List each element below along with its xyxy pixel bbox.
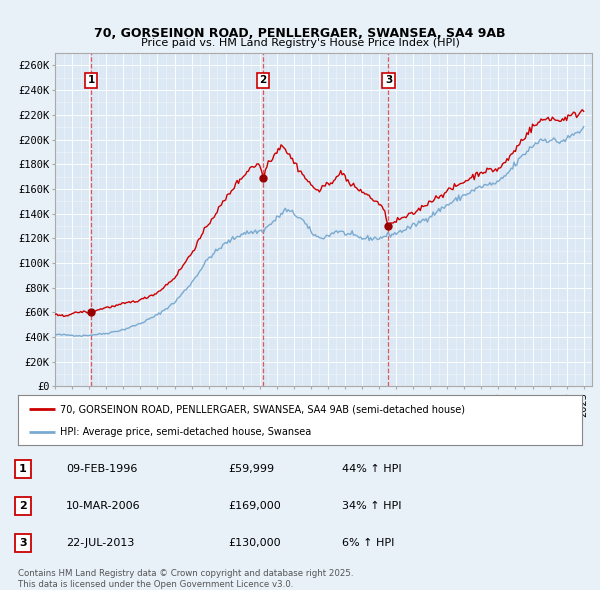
Text: 2: 2: [19, 501, 26, 511]
Text: Contains HM Land Registry data © Crown copyright and database right 2025.
This d: Contains HM Land Registry data © Crown c…: [18, 569, 353, 589]
Text: HPI: Average price, semi-detached house, Swansea: HPI: Average price, semi-detached house,…: [60, 427, 311, 437]
Text: 22-JUL-2013: 22-JUL-2013: [66, 537, 134, 548]
Text: 1: 1: [88, 76, 95, 86]
Text: Price paid vs. HM Land Registry's House Price Index (HPI): Price paid vs. HM Land Registry's House …: [140, 38, 460, 48]
Text: £130,000: £130,000: [228, 537, 281, 548]
Text: 44% ↑ HPI: 44% ↑ HPI: [342, 464, 401, 474]
Text: 3: 3: [385, 76, 392, 86]
Text: 1: 1: [19, 464, 26, 474]
Text: 09-FEB-1996: 09-FEB-1996: [66, 464, 137, 474]
Text: 70, GORSEINON ROAD, PENLLERGAER, SWANSEA, SA4 9AB: 70, GORSEINON ROAD, PENLLERGAER, SWANSEA…: [94, 27, 506, 40]
Text: £59,999: £59,999: [228, 464, 274, 474]
Text: 6% ↑ HPI: 6% ↑ HPI: [342, 537, 394, 548]
Text: 3: 3: [19, 537, 26, 548]
Text: 34% ↑ HPI: 34% ↑ HPI: [342, 501, 401, 511]
Text: £169,000: £169,000: [228, 501, 281, 511]
Text: 2: 2: [259, 76, 266, 86]
Text: 10-MAR-2006: 10-MAR-2006: [66, 501, 140, 511]
Text: 70, GORSEINON ROAD, PENLLERGAER, SWANSEA, SA4 9AB (semi-detached house): 70, GORSEINON ROAD, PENLLERGAER, SWANSEA…: [60, 404, 466, 414]
